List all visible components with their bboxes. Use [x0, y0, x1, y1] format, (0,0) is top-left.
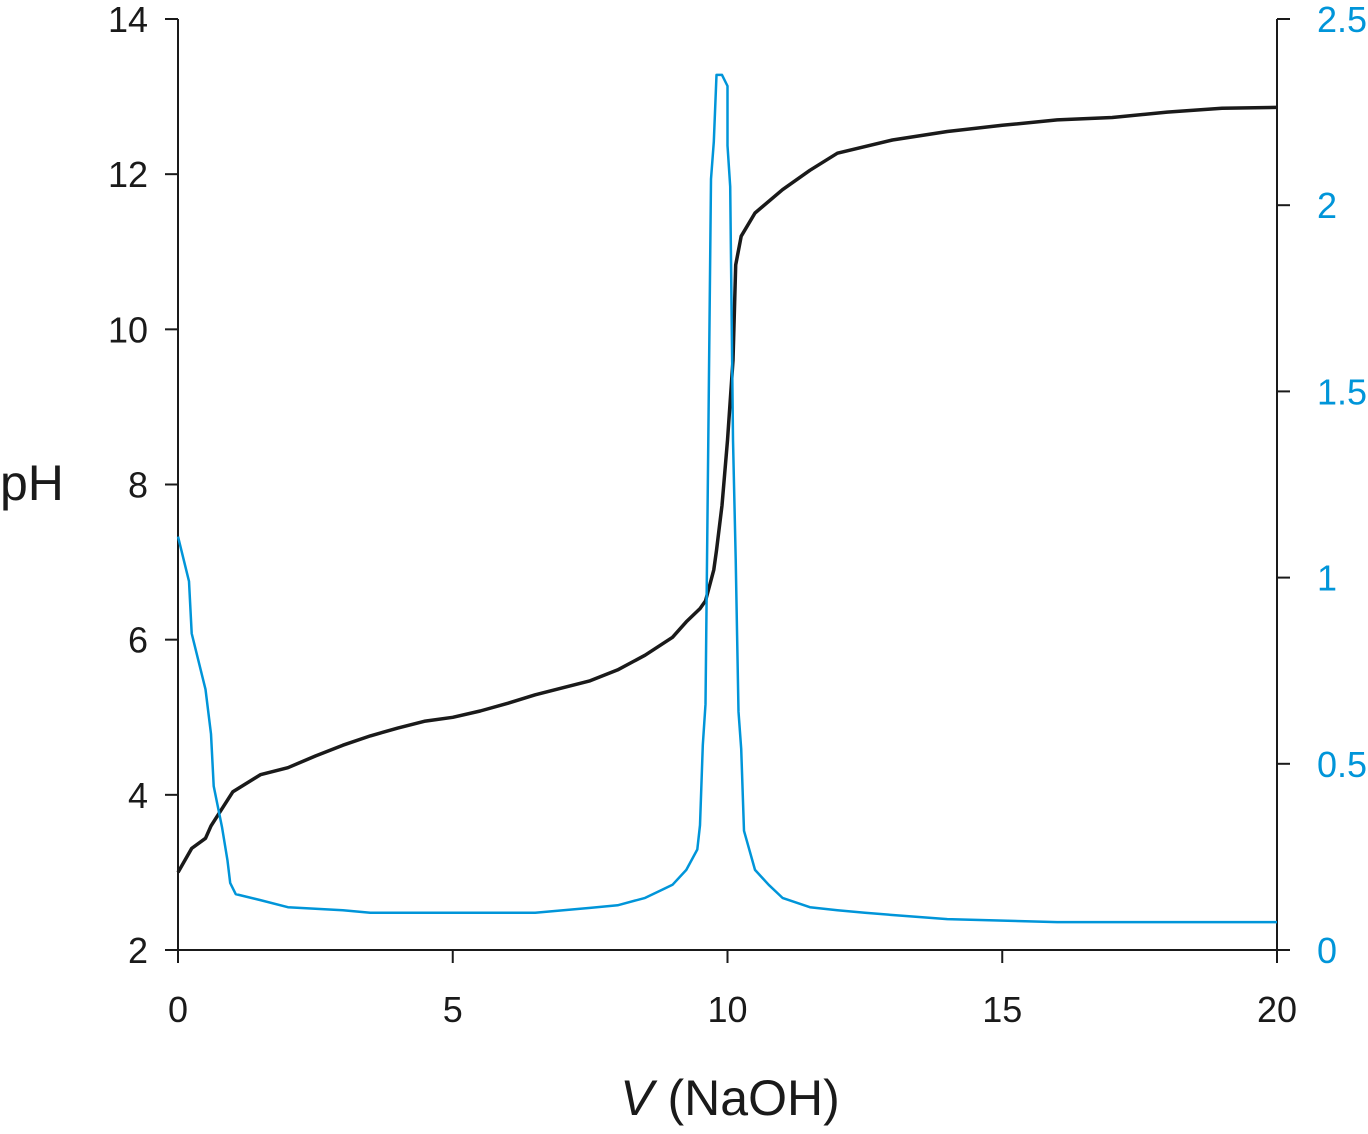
right-y-tick-label: 0.5 [1317, 744, 1367, 785]
right-y-tick-label: 0 [1317, 930, 1337, 971]
x-tick-label: 0 [168, 989, 188, 1030]
right-y-tick-label: 2 [1317, 185, 1337, 226]
x-tick-label: 5 [443, 989, 463, 1030]
x-tick-label: 20 [1257, 989, 1297, 1030]
y-axis-label: pH [0, 455, 64, 511]
series-group [176, 73, 1278, 924]
y-tick-label: 12 [108, 154, 148, 195]
x-tick-label: 15 [982, 989, 1022, 1030]
x-axis-label-variable: V [620, 1070, 658, 1126]
y-tick-label: 6 [128, 620, 148, 661]
right-y-tick-label: 1.5 [1317, 371, 1367, 412]
x-axis-label-unit: (NaOH) [654, 1070, 840, 1126]
y-tick-label: 14 [108, 0, 148, 40]
right-y-tick-label: 1 [1317, 558, 1337, 599]
axes: 0 5 10 15 20 2 4 6 8 10 12 14 0 0.5 1 1.5 2 2.5 [108, 0, 1367, 1030]
right-y-tick-label: 2.5 [1317, 0, 1367, 40]
y-tick-label: 4 [128, 775, 148, 816]
ph-series-line [176, 105, 1278, 874]
x-tick-label: 10 [707, 989, 747, 1030]
y-tick-label: 10 [108, 309, 148, 350]
y-tick-label: 8 [128, 465, 148, 506]
y-tick-label: 2 [128, 930, 148, 971]
x-axis-label: V (NaOH) [620, 1070, 839, 1126]
derivative-series-line [176, 73, 1277, 924]
